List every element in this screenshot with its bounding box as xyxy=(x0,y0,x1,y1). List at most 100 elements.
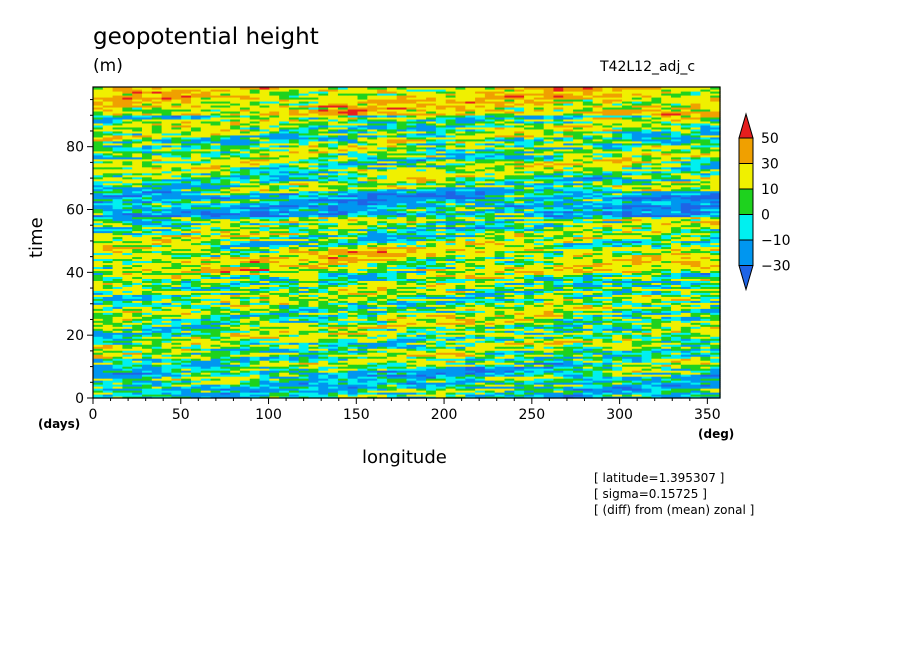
heatmap-cell xyxy=(484,262,496,266)
heatmap-cell xyxy=(592,382,604,385)
heatmap-cell xyxy=(230,318,241,321)
heatmap-cell xyxy=(151,348,163,351)
heatmap-cell xyxy=(239,266,251,270)
heatmap-cell xyxy=(543,328,555,331)
heatmap-cell xyxy=(171,322,182,325)
heatmap-cell xyxy=(377,304,388,307)
heatmap-cell xyxy=(141,312,153,315)
heatmap-cell xyxy=(631,358,643,361)
heatmap-cell xyxy=(141,396,153,399)
heatmap-cell xyxy=(543,294,555,297)
heatmap-cell xyxy=(132,296,143,299)
heatmap-cell xyxy=(337,256,349,260)
heatmap-cell xyxy=(112,246,123,250)
heatmap-cell xyxy=(318,354,329,357)
heatmap-cell xyxy=(690,266,702,270)
heatmap-cell xyxy=(661,244,672,248)
heatmap-cell xyxy=(475,274,486,277)
heatmap-cell xyxy=(602,392,613,395)
heatmap-cell xyxy=(181,348,192,351)
heatmap-cell xyxy=(514,282,525,285)
heatmap-cell xyxy=(386,376,398,379)
heatmap-cell xyxy=(465,284,476,287)
heatmap-cell xyxy=(484,294,496,297)
heatmap-cell xyxy=(631,264,643,268)
heatmap-cell xyxy=(455,386,466,389)
heatmap-cell xyxy=(563,332,574,335)
heatmap-cell xyxy=(308,368,319,371)
heatmap-cell xyxy=(357,316,368,319)
heatmap-cell xyxy=(249,272,261,275)
heatmap-cell xyxy=(465,314,476,317)
heatmap-cell xyxy=(573,336,584,339)
heatmap-cell xyxy=(661,394,672,397)
heatmap-cell xyxy=(710,280,721,283)
heatmap-cell xyxy=(631,314,643,317)
heatmap-cell xyxy=(445,394,457,397)
heatmap-cell xyxy=(631,284,643,287)
heatmap-cell xyxy=(592,262,604,266)
heatmap-cell xyxy=(200,280,212,283)
heatmap-cell xyxy=(406,294,417,297)
heatmap-cell xyxy=(239,270,251,273)
heatmap-cell xyxy=(484,246,496,250)
heatmap-cell xyxy=(426,352,437,355)
heatmap-cell xyxy=(671,384,682,387)
heatmap-cell xyxy=(475,244,486,248)
heatmap-cell xyxy=(543,302,555,305)
heatmap-cell xyxy=(533,290,545,293)
heatmap-cell xyxy=(112,334,123,337)
heatmap-cell xyxy=(298,394,310,397)
heatmap-cell xyxy=(122,372,133,375)
heatmap-cell xyxy=(641,312,653,315)
heatmap-cell xyxy=(602,252,613,256)
heatmap-cell xyxy=(249,364,261,367)
heatmap-cell xyxy=(406,394,417,397)
heatmap-cell xyxy=(259,244,270,248)
heatmap-cell xyxy=(710,274,721,277)
heatmap-cell xyxy=(239,284,251,287)
heatmap-cell xyxy=(671,358,682,361)
heatmap-cell xyxy=(357,324,368,327)
heatmap-cell xyxy=(269,382,280,385)
heatmap-cell xyxy=(269,348,280,351)
heatmap-cell xyxy=(93,272,104,275)
heatmap-cell xyxy=(455,266,466,270)
heatmap-cell xyxy=(190,344,202,347)
heatmap-cell xyxy=(249,320,261,323)
heatmap-cell xyxy=(357,384,368,387)
heatmap-cell xyxy=(524,254,535,258)
heatmap-cell xyxy=(122,396,133,399)
heatmap-cell xyxy=(582,266,594,270)
heatmap-cell xyxy=(298,302,310,305)
heatmap-cell xyxy=(622,350,633,353)
heatmap-cell xyxy=(504,298,515,301)
heatmap-cell xyxy=(553,258,564,262)
heatmap-cell xyxy=(553,370,564,373)
heatmap-cell xyxy=(710,336,721,339)
heatmap-cell xyxy=(279,350,290,353)
heatmap-cell xyxy=(484,352,496,355)
heatmap-cell xyxy=(573,296,584,299)
heatmap-cell xyxy=(465,262,476,266)
heatmap-cell xyxy=(102,328,114,331)
heatmap-cell xyxy=(298,268,310,272)
heatmap-cell xyxy=(347,270,359,273)
heatmap-cell xyxy=(543,306,555,309)
heatmap-cell xyxy=(288,382,300,385)
heatmap-cell xyxy=(190,382,202,385)
heatmap-cell xyxy=(386,278,398,281)
heatmap-cell xyxy=(112,380,123,383)
heatmap-cell xyxy=(132,348,143,351)
heatmap-cell xyxy=(445,388,457,391)
heatmap-cell xyxy=(259,364,270,367)
heatmap-cell xyxy=(563,308,574,311)
heatmap-cell xyxy=(631,320,643,323)
heatmap-cell xyxy=(435,374,447,377)
heatmap-cell xyxy=(249,312,261,315)
heatmap-cell xyxy=(484,372,496,375)
heatmap-cell xyxy=(161,256,172,260)
heatmap-cell xyxy=(563,366,574,369)
heatmap-cell xyxy=(112,376,123,379)
heatmap-cell xyxy=(435,280,447,283)
